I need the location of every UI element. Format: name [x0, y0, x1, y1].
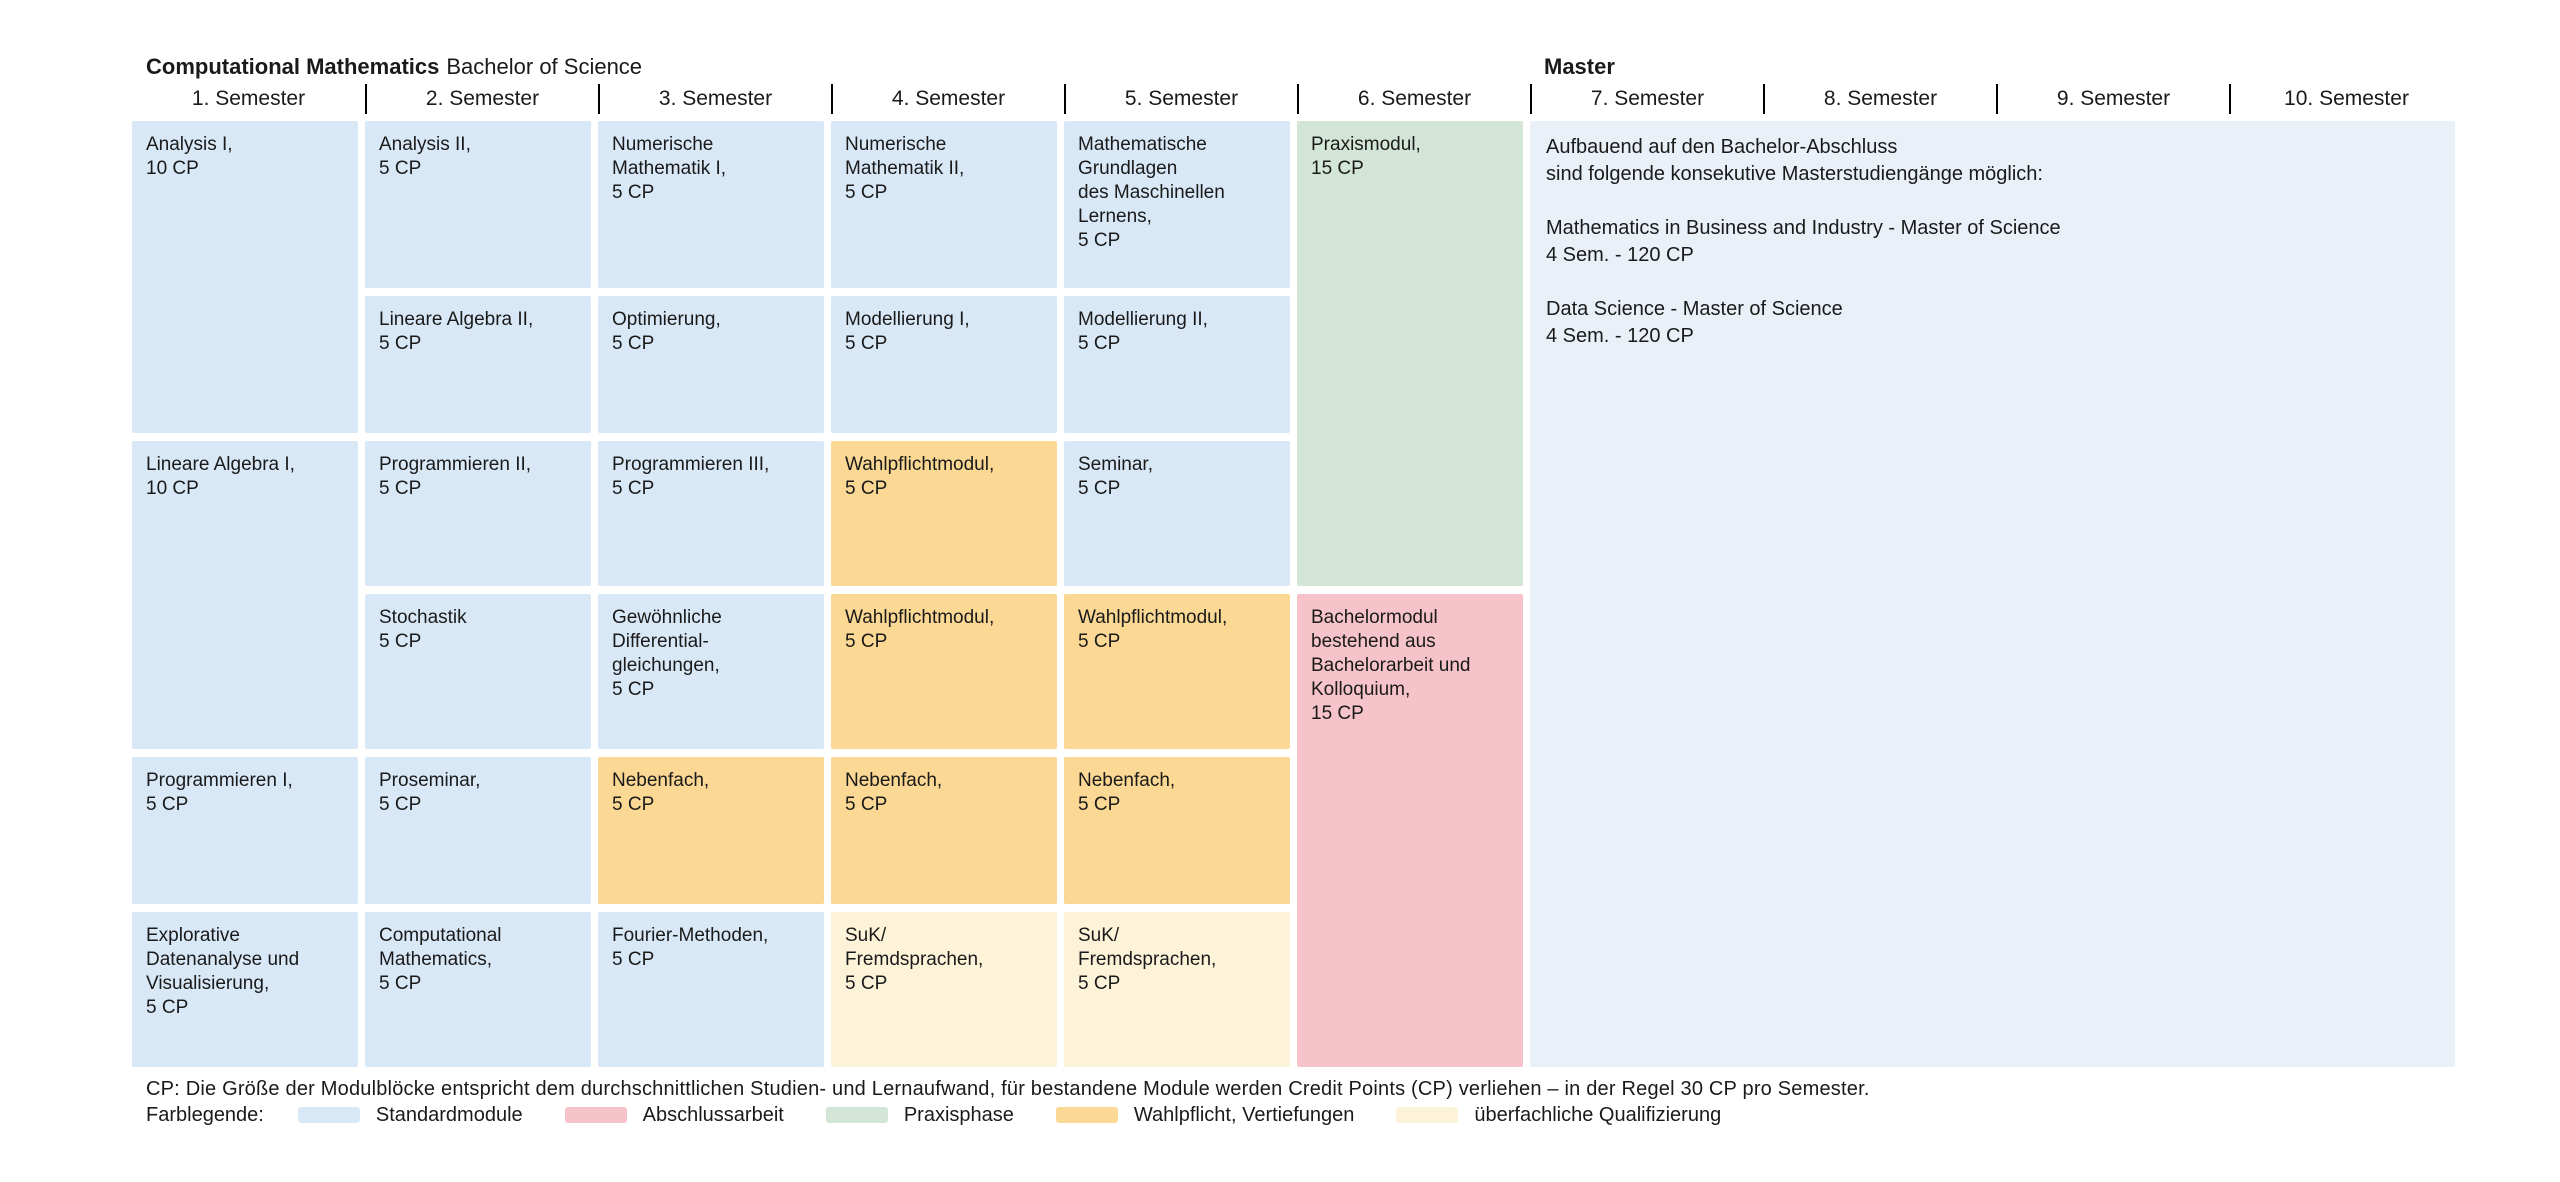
legend-item-abschlussarbeit: Abschlussarbeit	[564, 1103, 784, 1127]
module-wahlpflichtmodul-sem5: Wahlpflichtmodul, 5 CP	[1064, 594, 1290, 749]
module-optimierung: Optimierung, 5 CP	[598, 296, 824, 433]
legend-swatch-wahlpflicht	[1055, 1107, 1118, 1123]
module-bachelormodul: Bachelormodul bestehend aus Bachelorarbe…	[1297, 594, 1523, 1067]
legend-swatch-praxisphase	[825, 1107, 888, 1123]
module-lineare-algebra-2: Lineare Algebra II, 5 CP	[365, 296, 591, 433]
module-numerische-mathematik-2: Numerische Mathematik II, 5 CP	[831, 121, 1057, 288]
semester-header-4: 4. Semester	[831, 84, 1064, 114]
module-analysis-1: Analysis I, 10 CP	[132, 121, 358, 433]
page-title: Computational Mathematics Bachelor of Sci…	[146, 54, 642, 80]
semester-header-6: 6. Semester	[1297, 84, 1530, 114]
module-suk-fremdsprachen-sem5: SuK/ Fremdsprachen, 5 CP	[1064, 912, 1290, 1067]
module-wahlpflichtmodul-sem4: Wahlpflichtmodul, 5 CP	[831, 441, 1057, 586]
module-modellierung-1: Modellierung I, 5 CP	[831, 296, 1057, 433]
color-legend: Farblegende: Standardmodule Abschlussarb…	[146, 1103, 1763, 1127]
legend-item-wahlpflicht: Wahlpflicht, Vertiefungen	[1055, 1103, 1355, 1127]
semester-header-2: 2. Semester	[365, 84, 598, 114]
module-nebenfach-sem4: Nebenfach, 5 CP	[831, 757, 1057, 904]
legend-label-abschlussarbeit: Abschlussarbeit	[642, 1104, 784, 1126]
master-panel: Aufbauend auf den Bachelor-Abschluss sin…	[1530, 121, 2455, 1067]
legend-label-praxisphase: Praxisphase	[903, 1104, 1014, 1126]
master-heading: Master	[1544, 54, 1615, 79]
module-praxismodul: Praxismodul, 15 CP	[1297, 121, 1523, 586]
semester-header-3: 3. Semester	[598, 84, 831, 114]
module-seminar: Seminar, 5 CP	[1064, 441, 1290, 586]
module-stochastik: Stochastik 5 CP	[365, 594, 591, 749]
module-fourier-methoden: Fourier-Methoden, 5 CP	[598, 912, 824, 1067]
legend-item-standardmodule: Standardmodule	[297, 1103, 523, 1127]
module-computational-mathematics: Computational Mathematics, 5 CP	[365, 912, 591, 1067]
degree-name: Bachelor of Science	[446, 54, 643, 79]
semester-header-1: 1. Semester	[191, 87, 306, 110]
module-gewoehnliche-differentialgleichungen: Gewöhnliche Differential- gleichungen, 5…	[598, 594, 824, 749]
module-proseminar: Proseminar, 5 CP	[365, 757, 591, 904]
legend-swatch-ueberfachlich	[1396, 1107, 1459, 1123]
legend-swatch-standardmodule	[297, 1107, 360, 1123]
legend-label-ueberfachlich: überfachliche Qualifizierung	[1474, 1104, 1722, 1126]
semester-header-7: 7. Semester	[1530, 84, 1763, 114]
module-lineare-algebra-1: Lineare Algebra I, 10 CP	[132, 441, 358, 749]
module-wahlpflichtmodul-sem4b: Wahlpflichtmodul, 5 CP	[831, 594, 1057, 749]
module-numerische-mathematik-1: Numerische Mathematik I, 5 CP	[598, 121, 824, 288]
legend-item-ueberfachlich: überfachliche Qualifizierung	[1396, 1103, 1721, 1127]
semester-header-8: 8. Semester	[1763, 84, 1996, 114]
cp-note: CP: Die Größe der Modulblöcke entspricht…	[146, 1078, 1870, 1100]
module-explorative-datenanalyse: Explorative Datenanalyse und Visualisier…	[132, 912, 358, 1067]
legend-title: Farblegende:	[146, 1104, 264, 1126]
program-name: Computational Mathematics	[146, 54, 440, 79]
module-programmieren-3: Programmieren III, 5 CP	[598, 441, 824, 586]
legend-label-wahlpflicht: Wahlpflicht, Vertiefungen	[1133, 1104, 1355, 1126]
semester-header-5: 5. Semester	[1064, 84, 1297, 114]
module-mathematische-grundlagen-ml: Mathematische Grundlagen des Maschinelle…	[1064, 121, 1290, 288]
legend-swatch-abschlussarbeit	[564, 1107, 627, 1123]
module-modellierung-2: Modellierung II, 5 CP	[1064, 296, 1290, 433]
module-programmieren-2: Programmieren II, 5 CP	[365, 441, 591, 586]
semester-header-9: 9. Semester	[1996, 84, 2229, 114]
module-nebenfach-sem3: Nebenfach, 5 CP	[598, 757, 824, 904]
legend-item-praxisphase: Praxisphase	[825, 1103, 1014, 1127]
module-analysis-2: Analysis II, 5 CP	[365, 121, 591, 288]
module-programmieren-1: Programmieren I, 5 CP	[132, 757, 358, 904]
module-suk-fremdsprachen-sem4: SuK/ Fremdsprachen, 5 CP	[831, 912, 1057, 1067]
semester-header-10: 10. Semester	[2229, 84, 2462, 114]
module-nebenfach-sem5: Nebenfach, 5 CP	[1064, 757, 1290, 904]
legend-label-standardmodule: Standardmodule	[375, 1104, 523, 1126]
